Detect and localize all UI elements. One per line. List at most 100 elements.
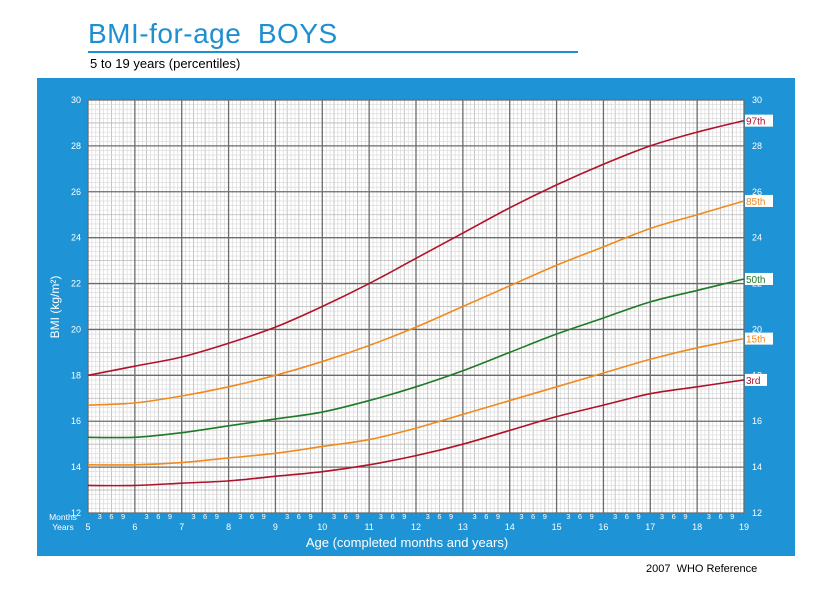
month-tick-label: 3 [238,512,242,521]
y-tick-label: 28 [71,141,81,151]
month-tick-label: 6 [344,512,348,521]
months-label: Months [49,512,77,522]
x-tick-labels: 5 6 7 8 9 10 11 12 13 14 15 16 17 18 19 [85,522,749,532]
month-tick-label: 3 [426,512,430,521]
x-tick-label: 16 [598,522,608,532]
month-tick-label: 6 [484,512,488,521]
y-tick-label: 26 [71,187,81,197]
series-line-3rd [87,379,745,487]
series-label-15th: 15th [746,335,765,346]
month-tick-label: 6 [297,512,301,521]
month-tick-label: 3 [191,512,195,521]
title-underline [88,51,578,53]
x-tick-label: 18 [692,522,702,532]
month-tick-label: 9 [308,512,312,521]
y-tick-label: 20 [752,324,762,334]
month-tick-label: 9 [590,512,594,521]
bmi-chart: 12 14 16 18 20 22 24 26 28 30 12 14 16 18 20 22 24 26 28 3… [48,95,773,550]
y-tick-label: 28 [752,141,762,151]
month-tick-label: 6 [672,512,676,521]
y-tick-label: 30 [752,95,762,105]
month-tick-label: 3 [519,512,523,521]
series-label-85th: 85th [746,197,765,208]
x-tick-label: 14 [505,522,515,532]
y-tick-label: 18 [71,370,81,380]
y-tick-label: 30 [71,95,81,105]
month-tick-label: 9 [449,512,453,521]
series-label-backdrop [745,373,767,386]
month-tick-label: 9 [636,512,640,521]
x-tick-label: 15 [552,522,562,532]
month-tick-label: 6 [578,512,582,521]
x-tick-label: 19 [739,522,749,532]
y-tick-label: 12 [752,508,762,518]
y-tick-label: 14 [71,462,81,472]
x-tick-label: 17 [645,522,655,532]
month-tick-label: 3 [98,512,102,521]
month-tick-label: 3 [472,512,476,521]
month-tick-label: 3 [332,512,336,521]
month-tick-label: 6 [718,512,722,521]
month-tick-label: 3 [144,512,148,521]
years-label: Years [52,522,73,532]
month-tick-label: 6 [390,512,394,521]
y-axis-label: BMI (kg/m²) [48,276,62,339]
month-tick-label: 9 [730,512,734,521]
y-tick-label: 26 [752,187,762,197]
chart-subtitle: 5 to 19 years (percentiles) [90,56,241,71]
month-tick-label: 6 [156,512,160,521]
x-tick-label: 6 [132,522,137,532]
series-line-50th [87,278,745,439]
month-tick-label: 9 [683,512,687,521]
x-tick-label: 7 [179,522,184,532]
x-tick-label: 5 [85,522,90,532]
series-line-15th [87,337,745,466]
series-labels: 97th 85th 50th 15th 3rd [745,114,773,387]
month-tick-label: 6 [203,512,207,521]
y-tick-label: 24 [71,233,81,243]
chart-frame: 12 14 16 18 20 22 24 26 28 30 12 14 16 18 20 22 24 26 28 3… [37,78,795,556]
y-tick-label: 16 [752,416,762,426]
series-line-97th [87,119,745,377]
series-label-backdrop [745,194,773,207]
month-tick-label: 3 [379,512,383,521]
month-tick-label: 9 [121,512,125,521]
x-tick-label: 13 [458,522,468,532]
month-tick-label: 9 [543,512,547,521]
chart-title: BMI-for-age BOYS [88,18,338,49]
month-tick-label: 6 [109,512,113,521]
series-label-97th: 97th [746,117,765,128]
series-label-3rd: 3rd [746,376,760,387]
month-tick-label: 9 [402,512,406,521]
month-tick-label: 3 [660,512,664,521]
x-axis-label: Age (completed months and years) [306,535,508,550]
x-tick-label: 8 [226,522,231,532]
series-label-backdrop [745,272,773,285]
month-tick-label: 9 [496,512,500,521]
month-tick-label: 9 [355,512,359,521]
month-tick-label: 3 [707,512,711,521]
y-tick-label: 14 [752,462,762,472]
y-tick-label: 22 [71,279,81,289]
x-tick-label: 9 [273,522,278,532]
month-tick-label: 3 [285,512,289,521]
series-line-85th [87,200,745,406]
y-tick-label: 16 [71,416,81,426]
y-tick-label: 24 [752,233,762,243]
y-tick-label: 12 [71,508,81,518]
month-tick-label: 9 [215,512,219,521]
month-tick-label: 6 [250,512,254,521]
series-label-50th: 50th [746,275,765,286]
month-tick-label: 9 [168,512,172,521]
y-tick-label: 20 [71,324,81,334]
month-tick-label: 3 [613,512,617,521]
month-tick-label: 6 [437,512,441,521]
month-tick-label: 3 [566,512,570,521]
series-label-backdrop [745,332,773,345]
reference-note: 2007 WHO Reference [646,563,758,575]
y-tick-labels-left: 12 14 16 18 20 22 24 26 28 30 [71,95,81,518]
x-tick-label: 12 [411,522,421,532]
x-tick-label: 11 [364,522,373,532]
